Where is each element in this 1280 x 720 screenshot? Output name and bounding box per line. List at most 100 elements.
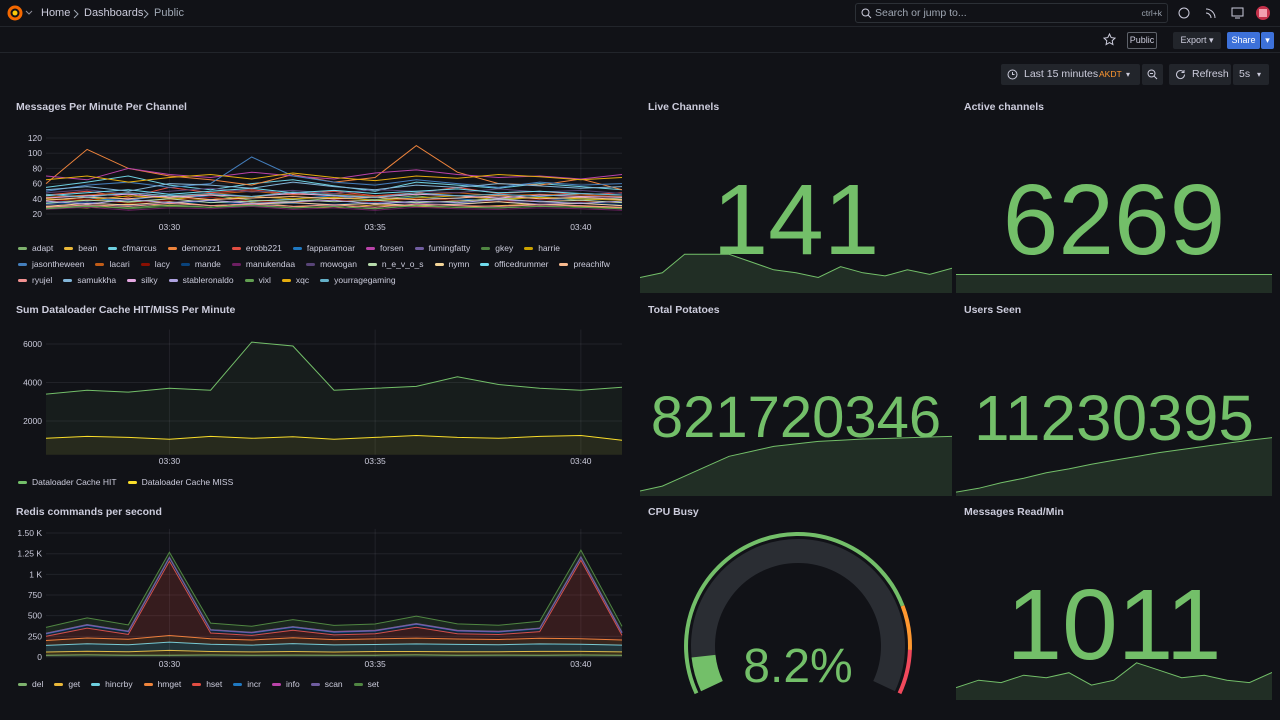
legend-item[interactable]: harrie <box>524 242 560 254</box>
legend-item[interactable]: mande <box>180 258 221 270</box>
series-line <box>45 555 623 634</box>
export-button[interactable]: Export ▾ <box>1173 32 1221 49</box>
legend-item[interactable]: info <box>271 678 300 690</box>
legend-swatch <box>231 246 241 250</box>
legend-swatch <box>271 682 281 686</box>
zoom-out[interactable] <box>1142 64 1163 85</box>
legend-swatch <box>367 262 377 266</box>
legend-item[interactable]: gkey <box>481 242 513 254</box>
legend-item[interactable]: hset <box>192 678 222 690</box>
legend-item[interactable]: fumingfatty <box>414 242 470 254</box>
legend-label: Dataloader Cache MISS <box>141 477 234 487</box>
legend-item[interactable]: get <box>54 678 80 690</box>
series-line <box>45 204 623 210</box>
share-menu[interactable]: ▾ <box>1261 32 1274 49</box>
legend-swatch <box>140 262 150 266</box>
series-line <box>45 641 623 646</box>
legend-item[interactable]: xqc <box>281 274 309 286</box>
legend-item[interactable]: vixl <box>244 274 271 286</box>
time-range: Last 15 minutes <box>1024 68 1099 80</box>
legend-label: vixl <box>258 275 271 285</box>
time-picker[interactable]: Last 15 minutes AKDT ▾ <box>1001 64 1140 85</box>
panel-title: Users Seen <box>964 304 1022 316</box>
y-tick-label: 4000 <box>23 378 42 388</box>
legend-item[interactable]: samukkha <box>63 274 116 286</box>
legend-item[interactable]: manukendaa <box>231 258 295 270</box>
legend-item[interactable]: bean <box>64 242 97 254</box>
logo[interactable] <box>7 5 33 21</box>
legend-swatch <box>414 246 424 250</box>
sparkline-line <box>640 435 952 492</box>
star-icon[interactable] <box>1103 33 1116 46</box>
sparkline-line <box>956 437 1272 493</box>
breadcrumb[interactable]: Dashboards <box>84 7 144 19</box>
legend-item[interactable]: preachifw <box>559 258 610 270</box>
series-area <box>46 560 622 641</box>
export-label: Export <box>1180 35 1207 45</box>
legend-swatch <box>353 682 363 686</box>
legend-swatch <box>292 246 302 250</box>
legend-item[interactable]: lacy <box>140 258 170 270</box>
legend-label: yourragegaming <box>334 275 396 285</box>
plot: 2000 4000 6000 03:30 03:35 03:40 <box>23 329 623 466</box>
refresh-button[interactable]: Refresh <box>1169 64 1231 85</box>
legend-item[interactable]: fapparamoar <box>292 242 355 254</box>
legend-item[interactable]: incr <box>233 678 261 690</box>
plot: 0 250 500 750 1 K 1.25 K 1.50 K 03:30 03:35 03:40 <box>17 528 623 669</box>
x-tick-label: 03:40 <box>570 222 592 232</box>
legend-item[interactable]: nymn <box>434 258 470 270</box>
legend: del get hincrby hmget hset incr info scan set <box>18 678 622 690</box>
panel-title: Live Channels <box>648 101 720 113</box>
panel-title: Active channels <box>964 101 1044 113</box>
legend-item[interactable]: hincrby <box>91 678 133 690</box>
panel: 0 250 500 750 1 K 1.25 K 1.50 K 03:30 03:35 03:40… <box>8 500 632 700</box>
legend-item[interactable]: lacari <box>95 258 130 270</box>
breadcrumb: Public <box>154 7 184 19</box>
sparkline-line <box>956 662 1272 689</box>
legend-item[interactable]: demonzz1 <box>167 242 221 254</box>
legend-label: info <box>285 679 300 689</box>
legend-item[interactable]: scan <box>310 678 343 690</box>
legend-item[interactable]: jasontheween <box>18 258 84 270</box>
legend-item[interactable]: del <box>18 678 43 690</box>
y-tick-label: 1.25 K <box>17 549 42 559</box>
legend-item[interactable]: silky <box>127 274 158 286</box>
refresh-interval[interactable]: 5s ▾ <box>1233 64 1269 85</box>
series-line <box>45 187 623 195</box>
share-button[interactable]: Share <box>1227 32 1260 49</box>
legend-swatch <box>108 246 118 250</box>
legend-item[interactable]: mowogan <box>306 258 357 270</box>
breadcrumb[interactable]: Home <box>41 7 71 19</box>
legend-item[interactable]: cfmarcus <box>108 242 157 254</box>
legend-item[interactable]: set <box>353 678 379 690</box>
legend-item[interactable]: Dataloader Cache HIT <box>18 476 117 488</box>
legend-item[interactable]: forsen <box>366 242 404 254</box>
legend-item[interactable]: Dataloader Cache MISS <box>127 476 234 488</box>
legend-item[interactable]: stableronaldo <box>168 274 234 286</box>
legend-label: nymn <box>448 259 470 269</box>
y-tick-label: 1.50 K <box>17 528 42 538</box>
legend-swatch <box>167 246 177 250</box>
legend-item[interactable]: officedrummer <box>480 258 548 270</box>
interval-label: 5s <box>1239 68 1251 80</box>
legend-item[interactable]: yourragegaming <box>320 274 396 286</box>
legend-swatch <box>127 480 137 484</box>
legend-item[interactable]: erobb221 <box>231 242 282 254</box>
legend-item[interactable]: ryujel <box>18 274 52 286</box>
sparkline <box>956 662 1272 700</box>
search-box[interactable]: Search or jump to... ctrl+k <box>855 3 1168 23</box>
y-tick-label: 0 <box>37 652 42 662</box>
series-line <box>45 172 623 183</box>
x-tick-label: 03:40 <box>570 456 592 466</box>
legend-item[interactable]: hmget <box>143 678 181 690</box>
header-icons[interactable] <box>1178 6 1274 22</box>
legend-label: bean <box>78 243 98 253</box>
sparkline <box>956 274 1272 293</box>
gauge-label: 8.2% <box>743 640 852 693</box>
panel: 11230395 Users Seen <box>956 298 1272 496</box>
legend: Dataloader Cache HIT Dataloader Cache MIS… <box>18 476 622 488</box>
panel: 2000 4000 6000 03:30 03:35 03:40 Dataloader Ca… <box>8 298 632 496</box>
y-tick-label: 1 K <box>29 569 42 579</box>
legend-item[interactable]: n_e_v_o_s <box>367 258 424 270</box>
legend-item[interactable]: adapt <box>18 242 53 254</box>
